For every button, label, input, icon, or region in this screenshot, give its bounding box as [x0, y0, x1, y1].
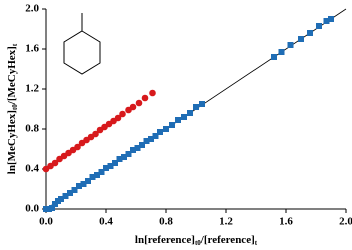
square-point — [316, 23, 322, 29]
square-point — [328, 16, 334, 22]
square-point — [298, 36, 304, 42]
square-point — [193, 104, 199, 110]
x-tick-label: 0.8 — [159, 216, 173, 228]
square-point — [76, 183, 82, 189]
square-point — [163, 126, 169, 132]
square-point — [80, 181, 87, 187]
x-axis-label-part: t0 — [195, 239, 201, 247]
square-point — [130, 147, 136, 153]
x-axis-label-part: ln[reference] — [135, 234, 195, 246]
square-point — [94, 172, 100, 178]
circle-point — [149, 89, 156, 97]
y-axis-label-part: /[MeCyHex] — [6, 46, 18, 105]
square-point — [103, 165, 109, 171]
x-axis-label-part: /[reference] — [200, 234, 255, 246]
x-tick-label: 0.4 — [99, 216, 113, 228]
square-point — [139, 142, 145, 148]
square-point — [181, 114, 187, 120]
circle-point — [129, 103, 137, 111]
square-point — [148, 136, 154, 142]
square-point — [187, 110, 193, 116]
square-point — [67, 190, 73, 196]
circle-point — [135, 99, 143, 107]
square-point — [152, 133, 159, 139]
circle-point — [92, 130, 99, 138]
square-point — [143, 138, 150, 144]
square-point — [85, 178, 91, 184]
square-point — [71, 187, 78, 193]
circle-point — [141, 94, 149, 102]
square-point — [49, 205, 55, 211]
square-point — [121, 154, 127, 160]
y-tick-label: 1.6 — [25, 43, 39, 55]
square-point — [175, 117, 181, 123]
cyclohexane-ring — [63, 30, 101, 75]
square-point — [169, 122, 175, 128]
y-axis-label: ln[MeCyHex]t0/[MeCyHex]t — [6, 43, 19, 174]
x-tick-label: 1.2 — [219, 216, 233, 228]
square-point — [307, 30, 313, 36]
circle-point — [74, 143, 81, 151]
y-tick-label: 2.0 — [25, 3, 39, 15]
y-axis-label-part: ln[MeCyHex] — [6, 110, 18, 174]
circle-point — [51, 159, 59, 167]
y-tick-label: 0.0 — [25, 203, 39, 215]
square-point — [157, 129, 163, 135]
circle-point — [119, 110, 126, 118]
molecule-icon — [63, 13, 101, 75]
square-point — [62, 193, 69, 199]
square-point — [199, 101, 205, 107]
circle-point — [114, 114, 122, 122]
square-point — [271, 54, 277, 60]
square-point — [116, 156, 123, 162]
y-axis-label-part: t0 — [11, 104, 19, 110]
y-tick-label: 1.2 — [25, 83, 39, 95]
square-point — [134, 145, 141, 151]
x-axis-label: ln[reference]t0/[reference]t — [135, 234, 258, 247]
square-point — [112, 160, 118, 166]
square-point — [98, 169, 105, 175]
y-axis-label-part: t — [11, 43, 19, 46]
square-point — [107, 163, 114, 169]
square-point — [58, 196, 64, 202]
x-tick-label: 0.0 — [39, 216, 53, 228]
square-point — [278, 49, 285, 55]
x-axis-label-part: t — [255, 239, 258, 247]
square-point — [287, 42, 294, 48]
square-point — [323, 18, 330, 24]
y-tick-label: 0.4 — [25, 163, 39, 175]
y-tick-label: 0.8 — [25, 123, 39, 135]
square-point — [89, 174, 96, 180]
x-tick-label: 2.0 — [339, 216, 352, 228]
x-tick-label: 1.6 — [279, 216, 293, 228]
square-point — [125, 151, 132, 157]
